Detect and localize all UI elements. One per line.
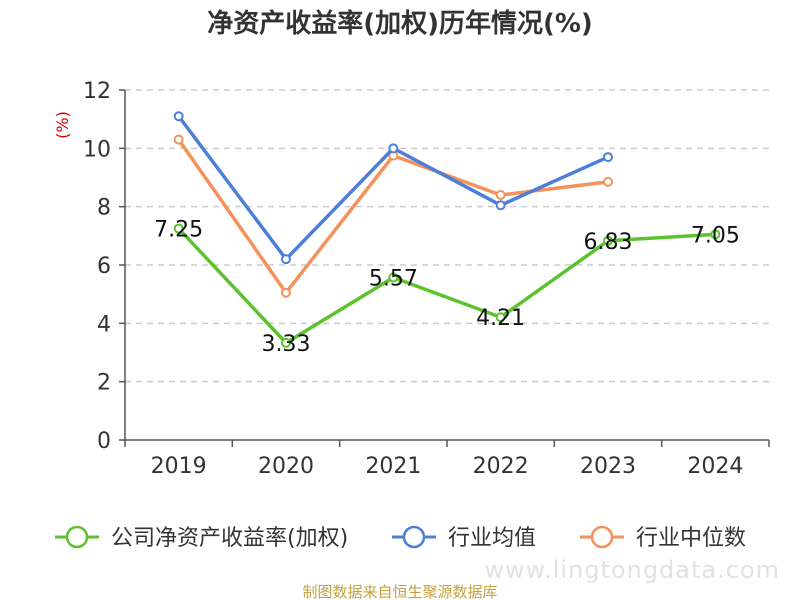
y-tick-label: 0 <box>97 429 111 454</box>
legend-marker <box>590 525 614 549</box>
series-layer <box>173 111 721 348</box>
data-point <box>173 134 184 145</box>
data-point <box>495 190 506 200</box>
data-point <box>710 229 721 240</box>
y-tick-label: 10 <box>83 137 111 162</box>
data-point <box>173 111 184 122</box>
data-point <box>603 152 613 163</box>
data-point <box>388 143 399 154</box>
legend: 公司净资产收益率(加权) 行业均值 行业中位数 <box>55 525 746 551</box>
y-axis-unit-label: (%) <box>53 111 72 139</box>
legend-item: 公司净资产收益率(加权) <box>55 525 348 551</box>
data-point <box>281 287 291 298</box>
y-tick-label: 8 <box>97 196 111 221</box>
legend-label: 行业均值 <box>448 526 536 551</box>
series-line <box>177 115 609 261</box>
data-point <box>173 223 184 234</box>
data-point <box>603 176 613 187</box>
x-tick-label: 2020 <box>258 454 314 479</box>
data-label: 7.25 <box>154 218 203 243</box>
legend-label: 公司净资产收益率(加权) <box>111 526 348 551</box>
series-line <box>177 227 716 345</box>
data-label: 7.05 <box>691 223 740 248</box>
legend-item: 行业均值 <box>392 525 536 551</box>
data-point <box>603 235 613 246</box>
legend-marker <box>402 525 426 549</box>
legend-label: 行业中位数 <box>636 526 746 551</box>
y-tick-label: 6 <box>97 254 111 279</box>
series-0 <box>173 223 721 348</box>
x-tick-label: 2024 <box>687 454 743 479</box>
y-tick-label: 12 <box>83 79 111 104</box>
legend-marker <box>65 525 89 549</box>
data-label: 3.33 <box>262 332 311 357</box>
data-point <box>495 200 506 211</box>
chart-title: 净资产收益率(加权)历年情况(%) <box>207 8 593 39</box>
data-label: 5.57 <box>369 267 418 292</box>
data-label-layer: 7.25 3.33 5.57 4.21 6.83 7.05 <box>154 218 740 357</box>
watermark-text: www.lingtongdata.com <box>484 556 780 584</box>
x-tick-label: 2022 <box>473 454 529 479</box>
data-point <box>281 337 291 348</box>
x-tick-label: 2023 <box>580 454 636 479</box>
x-tick-label: 2019 <box>151 454 207 479</box>
y-tick-label: 2 <box>97 371 111 396</box>
grid-layer <box>125 89 769 383</box>
data-point <box>281 254 291 265</box>
data-point <box>495 312 506 323</box>
data-label: 6.83 <box>584 230 633 255</box>
series-1 <box>173 111 613 265</box>
data-label: 4.21 <box>476 306 525 331</box>
y-tick-label: 4 <box>97 312 111 337</box>
axis-layer: 0 2 4 6 8 10 12 2019 2020 2021 2022 2023 2024 <box>83 79 770 479</box>
legend-item: 行业中位数 <box>580 525 746 551</box>
source-text: 制图数据来自恒生聚源数据库 <box>302 583 497 600</box>
data-point <box>388 272 399 283</box>
x-tick-label: 2021 <box>365 454 421 479</box>
